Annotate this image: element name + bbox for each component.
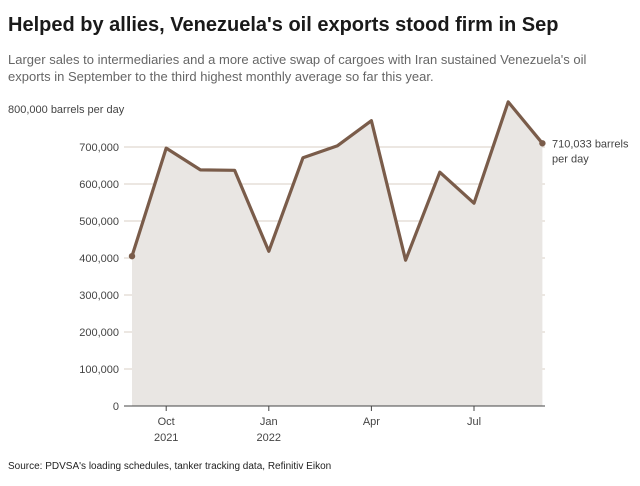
- chart-title: Helped by allies, Venezuela's oil export…: [8, 14, 559, 36]
- y-axis-unit-label: 800,000 barrels per day: [8, 104, 125, 116]
- end-value-label: 710,033 barrels per day: [552, 138, 629, 165]
- y-axis-ticks: 0 100,000 200,000 300,000 400,000 500,000 600,…: [79, 142, 119, 413]
- data-point: [539, 140, 546, 147]
- x-tick-year-label: 2022: [257, 432, 281, 444]
- end-value-label-line: 710,033 barrels: [552, 138, 629, 150]
- x-axis-ticks: Oct 2021 Jan 2022 Apr Jul: [154, 406, 481, 444]
- y-tick-label: 400,000: [79, 253, 119, 265]
- data-point: [128, 252, 136, 260]
- y-tick-label: 0: [113, 401, 119, 413]
- x-tick-label: Oct: [158, 416, 175, 428]
- y-tick-label: 200,000: [79, 327, 119, 339]
- x-tick-label: Jul: [467, 416, 481, 428]
- area-fill: [132, 101, 543, 407]
- x-tick-year-label: 2021: [154, 432, 178, 444]
- x-tick-label: Jan: [260, 416, 278, 428]
- x-tick-label: Apr: [363, 416, 380, 428]
- chart-subtitle: Larger sales to intermediaries and a mor…: [8, 52, 587, 84]
- y-tick-label: 500,000: [79, 216, 119, 228]
- source-note: Source: PDVSA's loading schedules, tanke…: [8, 461, 332, 472]
- series-line: [130, 100, 544, 262]
- y-tick-label: 600,000: [79, 179, 119, 191]
- y-tick-label: 700,000: [79, 142, 119, 154]
- series-endpoints: [128, 140, 546, 260]
- y-tick-label: 100,000: [79, 364, 119, 376]
- end-value-label-line: per day: [552, 153, 589, 165]
- y-tick-label: 300,000: [79, 290, 119, 302]
